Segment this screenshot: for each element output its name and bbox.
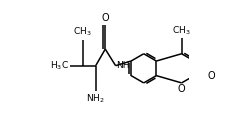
Text: NH: NH xyxy=(116,61,130,70)
Text: O: O xyxy=(101,13,109,23)
Text: CH$_3$: CH$_3$ xyxy=(74,26,92,38)
Text: H$_3$C: H$_3$C xyxy=(50,59,69,72)
Text: CH$_3$: CH$_3$ xyxy=(172,25,191,37)
Text: O: O xyxy=(178,84,185,94)
Text: NH$_2$: NH$_2$ xyxy=(86,93,105,105)
Text: O: O xyxy=(207,71,215,81)
